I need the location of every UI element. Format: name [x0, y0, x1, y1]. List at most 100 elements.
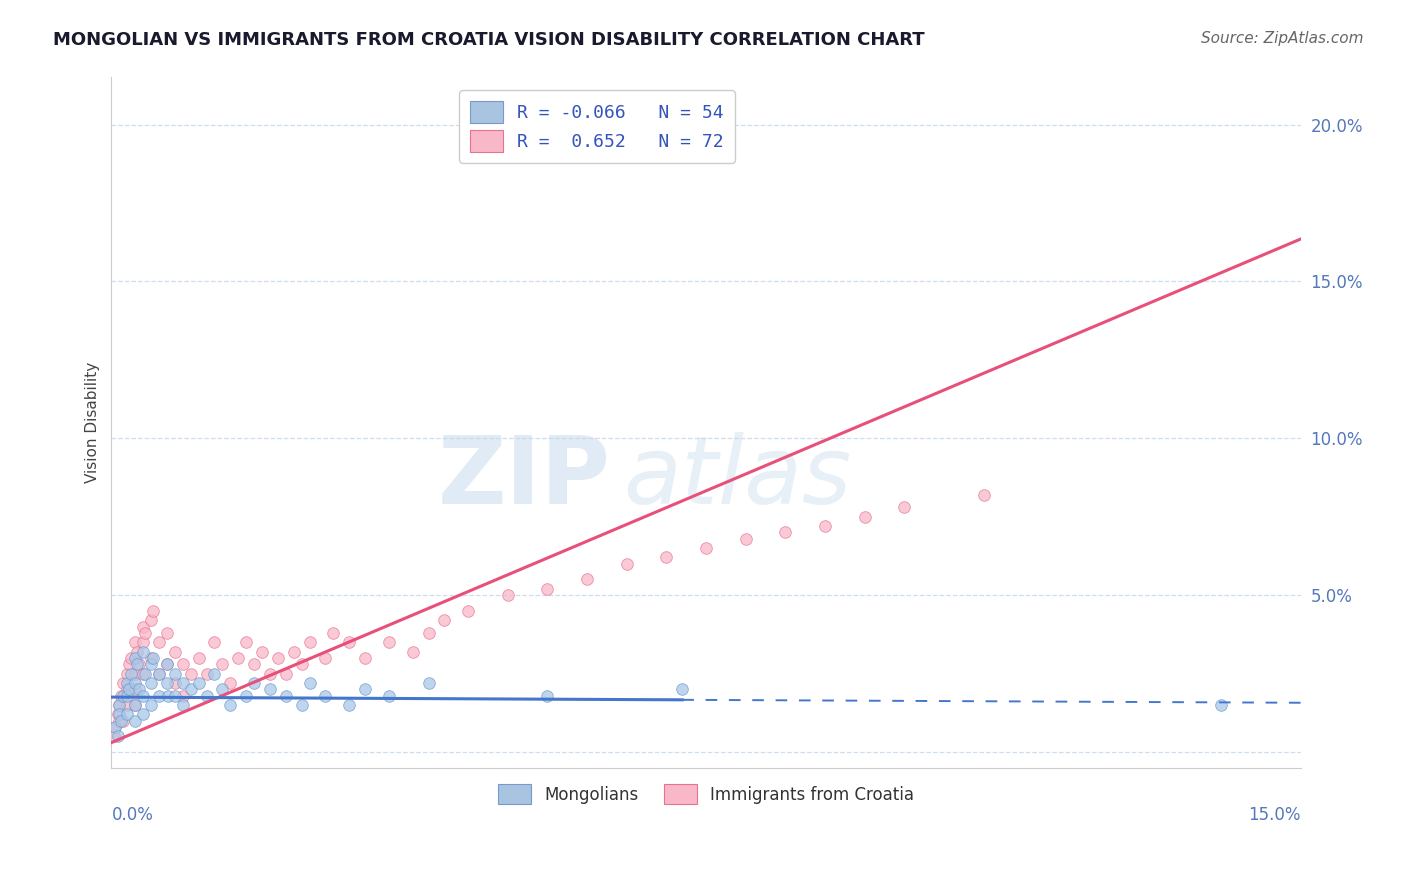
Point [124, 676, 146, 690]
Point [156, 676, 179, 690]
Point [418, 625, 440, 640]
Point [172, 689, 194, 703]
Point [695, 541, 717, 555]
Point [117, 676, 139, 690]
Point [128, 657, 150, 672]
Point [132, 707, 155, 722]
Point [536, 689, 558, 703]
Point [243, 657, 266, 672]
Point [187, 676, 209, 690]
Point [163, 676, 186, 690]
Point [142, 604, 165, 618]
Point [187, 651, 209, 665]
Point [219, 698, 242, 712]
Point [139, 657, 162, 672]
Point [139, 613, 162, 627]
Point [117, 707, 139, 722]
Point [163, 689, 186, 703]
Point [139, 698, 162, 712]
Point [132, 666, 155, 681]
Point [108, 714, 131, 728]
Point [671, 682, 693, 697]
Point [814, 519, 837, 533]
Point [132, 635, 155, 649]
Point [418, 676, 440, 690]
Point [259, 682, 281, 697]
Point [107, 707, 129, 722]
Point [139, 651, 162, 665]
Point [211, 657, 233, 672]
Text: 0.0%: 0.0% [111, 805, 153, 823]
Point [112, 714, 135, 728]
Point [378, 635, 401, 649]
Point [322, 625, 344, 640]
Point [655, 550, 678, 565]
Point [156, 657, 179, 672]
Point [163, 645, 186, 659]
Point [219, 676, 242, 690]
Point [314, 689, 336, 703]
Point [112, 676, 135, 690]
Point [893, 500, 915, 515]
Point [124, 635, 146, 649]
Point [139, 676, 162, 690]
Point [354, 651, 377, 665]
Point [291, 657, 314, 672]
Point [180, 666, 202, 681]
Point [402, 645, 425, 659]
Point [1329, 259, 1351, 273]
Point [283, 645, 305, 659]
Point [108, 698, 131, 712]
Point [124, 651, 146, 665]
Text: 15.0%: 15.0% [1249, 805, 1301, 823]
Point [148, 666, 170, 681]
Point [117, 698, 139, 712]
Point [117, 689, 139, 703]
Point [157, 689, 180, 703]
Point [142, 651, 165, 665]
Point [148, 666, 170, 681]
Point [180, 682, 202, 697]
Point [117, 682, 139, 697]
Point [204, 635, 226, 649]
Text: MONGOLIAN VS IMMIGRANTS FROM CROATIA VISION DISABILITY CORRELATION CHART: MONGOLIAN VS IMMIGRANTS FROM CROATIA VIS… [53, 31, 925, 49]
Point [853, 509, 876, 524]
Point [274, 689, 297, 703]
Point [107, 729, 129, 743]
Point [124, 682, 146, 697]
Point [250, 645, 273, 659]
Point [125, 657, 148, 672]
Point [259, 666, 281, 681]
Point [433, 613, 456, 627]
Point [124, 698, 146, 712]
Point [124, 698, 146, 712]
Point [108, 707, 131, 722]
Point [104, 720, 127, 734]
Point [337, 698, 360, 712]
Point [576, 573, 599, 587]
Point [226, 651, 249, 665]
Point [118, 657, 141, 672]
Point [211, 682, 233, 697]
Point [125, 645, 148, 659]
Point [120, 651, 142, 665]
Legend: Mongolians, Immigrants from Croatia: Mongolians, Immigrants from Croatia [491, 778, 921, 811]
Point [536, 582, 558, 596]
Point [108, 698, 131, 712]
Point [314, 651, 336, 665]
Point [112, 689, 135, 703]
Point [134, 625, 156, 640]
Point [337, 635, 360, 649]
Point [235, 689, 257, 703]
Point [267, 651, 290, 665]
Point [298, 676, 321, 690]
Point [734, 532, 756, 546]
Point [148, 689, 170, 703]
Text: ZIP: ZIP [439, 432, 610, 524]
Point [110, 714, 132, 728]
Text: atlas: atlas [623, 433, 851, 524]
Point [298, 635, 321, 649]
Point [128, 682, 150, 697]
Point [134, 666, 156, 681]
Point [172, 698, 194, 712]
